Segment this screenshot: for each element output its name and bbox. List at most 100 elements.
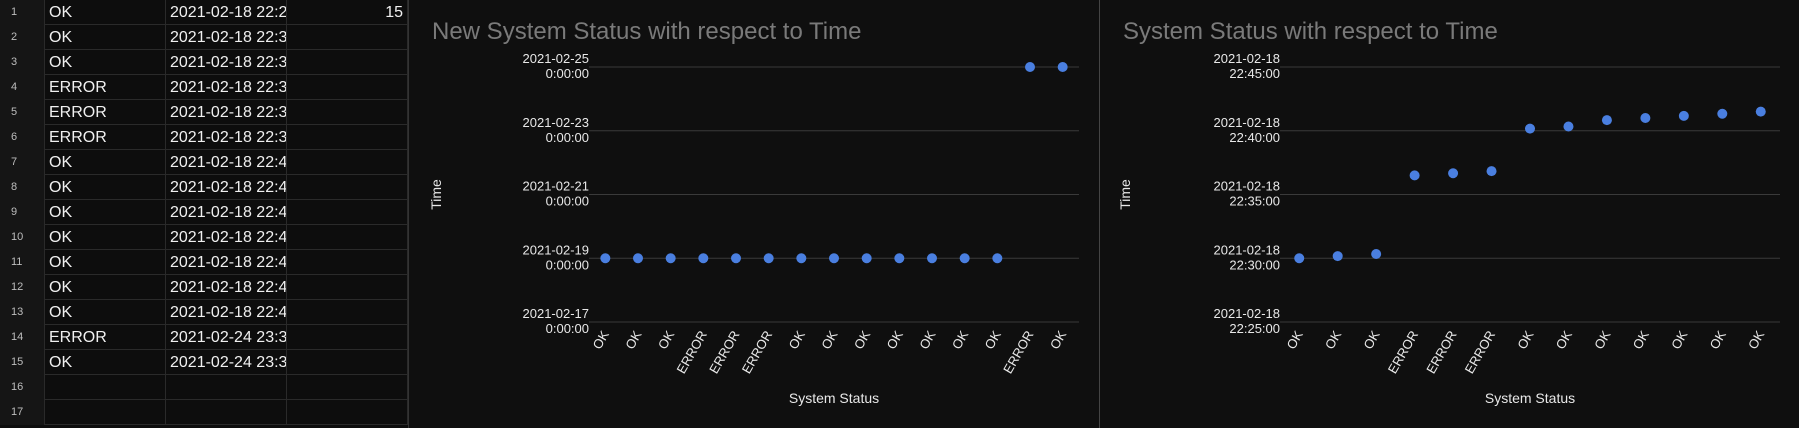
y-tick-label: 22:45:00 — [1229, 66, 1280, 81]
data-point[interactable] — [1409, 170, 1420, 181]
cell-status[interactable]: OK — [45, 350, 166, 375]
y-tick-label: 2021-02-18 — [1214, 51, 1281, 66]
data-point[interactable] — [1057, 62, 1068, 72]
cell-time[interactable]: 2021-02-18 22:3 — [166, 75, 287, 100]
cell-extra[interactable] — [287, 25, 408, 50]
data-point[interactable] — [1601, 115, 1612, 126]
cell-status[interactable]: OK — [45, 250, 166, 275]
cell-extra[interactable] — [287, 350, 408, 375]
cell-extra[interactable] — [287, 75, 408, 100]
data-point[interactable] — [894, 253, 905, 264]
data-point[interactable] — [731, 253, 741, 264]
cell-time[interactable]: 2021-02-18 22:4 — [166, 300, 287, 325]
cell-time[interactable]: 2021-02-18 22:3 — [166, 100, 287, 125]
chart-new-system-status[interactable]: New System Status with respect to Time 2… — [408, 0, 1100, 428]
cell-time[interactable]: 2021-02-18 22:3 — [166, 125, 287, 150]
data-point[interactable] — [829, 253, 839, 264]
row-number[interactable]: 10 — [0, 225, 45, 250]
data-point[interactable] — [600, 253, 611, 264]
cell-extra[interactable] — [287, 225, 408, 250]
cell-time[interactable]: 2021-02-18 22:4 — [166, 275, 287, 300]
cell-extra[interactable] — [287, 100, 408, 125]
cell-extra[interactable]: 15 — [287, 0, 408, 25]
cell-extra[interactable] — [287, 275, 408, 300]
data-point[interactable] — [1755, 106, 1766, 117]
cell-extra[interactable] — [287, 325, 408, 350]
cell-extra[interactable] — [287, 400, 408, 425]
cell-time[interactable]: 2021-02-24 23:3 — [166, 350, 287, 375]
cell-status[interactable] — [45, 375, 166, 400]
data-point[interactable] — [1486, 166, 1497, 177]
data-point[interactable] — [1294, 253, 1305, 264]
data-point[interactable] — [1563, 121, 1574, 132]
data-point[interactable] — [1640, 113, 1651, 123]
cell-time[interactable]: 2021-02-18 22:4 — [166, 250, 287, 275]
data-point[interactable] — [1678, 110, 1689, 121]
data-point[interactable] — [633, 253, 643, 264]
cell-extra[interactable] — [287, 175, 408, 200]
cell-extra[interactable] — [287, 50, 408, 75]
cell-time[interactable]: 2021-02-18 22:4 — [166, 225, 287, 250]
cell-status[interactable]: ERROR — [45, 125, 166, 150]
data-point[interactable] — [992, 253, 1003, 264]
data-point[interactable] — [1025, 62, 1035, 72]
row-number[interactable]: 5 — [0, 100, 45, 125]
row-number[interactable]: 4 — [0, 75, 45, 100]
row-number[interactable]: 9 — [0, 200, 45, 225]
cell-time[interactable]: 2021-02-18 22:3 — [166, 25, 287, 50]
row-number[interactable]: 15 — [0, 350, 45, 375]
cell-extra[interactable] — [287, 375, 408, 400]
cell-time[interactable] — [166, 400, 287, 425]
chart-system-status[interactable]: System Status with respect to Time 2021-… — [1100, 0, 1799, 428]
data-point[interactable] — [959, 253, 970, 264]
row-number[interactable]: 11 — [0, 250, 45, 275]
cell-time[interactable]: 2021-02-18 22:2 — [166, 0, 287, 25]
data-point[interactable] — [698, 253, 709, 264]
cell-time[interactable]: 2021-02-18 22:3 — [166, 50, 287, 75]
cell-status[interactable]: OK — [45, 0, 166, 25]
row-number[interactable]: 6 — [0, 125, 45, 150]
cell-time[interactable]: 2021-02-18 22:4 — [166, 200, 287, 225]
row-number[interactable]: 13 — [0, 300, 45, 325]
cell-status[interactable]: OK — [45, 25, 166, 50]
cell-time[interactable] — [166, 375, 287, 400]
data-point[interactable] — [861, 253, 872, 264]
data-point[interactable] — [927, 253, 937, 264]
row-number[interactable]: 8 — [0, 175, 45, 200]
cell-status[interactable]: OK — [45, 175, 166, 200]
row-number[interactable]: 1 — [0, 0, 45, 25]
row-number[interactable]: 3 — [0, 50, 45, 75]
cell-extra[interactable] — [287, 150, 408, 175]
cell-extra[interactable] — [287, 300, 408, 325]
row-number[interactable]: 2 — [0, 25, 45, 50]
cell-time[interactable]: 2021-02-24 23:3 — [166, 325, 287, 350]
row-number[interactable]: 7 — [0, 150, 45, 175]
cell-status[interactable] — [45, 400, 166, 425]
cell-status[interactable]: OK — [45, 275, 166, 300]
cell-status[interactable]: OK — [45, 200, 166, 225]
row-number[interactable]: 12 — [0, 275, 45, 300]
data-point[interactable] — [1371, 249, 1382, 259]
data-point[interactable] — [763, 253, 774, 264]
cell-status[interactable]: OK — [45, 50, 166, 75]
data-point[interactable] — [1332, 251, 1343, 262]
cell-status[interactable]: ERROR — [45, 100, 166, 125]
cell-status[interactable]: OK — [45, 225, 166, 250]
cell-extra[interactable] — [287, 125, 408, 150]
data-point[interactable] — [665, 253, 676, 264]
row-number[interactable]: 17 — [0, 400, 45, 425]
cell-status[interactable]: OK — [45, 300, 166, 325]
data-point[interactable] — [796, 253, 807, 264]
cell-extra[interactable] — [287, 200, 408, 225]
cell-time[interactable]: 2021-02-18 22:4 — [166, 175, 287, 200]
cell-status[interactable]: ERROR — [45, 325, 166, 350]
row-number[interactable]: 16 — [0, 375, 45, 400]
cell-status[interactable]: OK — [45, 150, 166, 175]
cell-extra[interactable] — [287, 250, 408, 275]
data-point[interactable] — [1525, 123, 1535, 134]
cell-time[interactable]: 2021-02-18 22:4 — [166, 150, 287, 175]
row-number[interactable]: 14 — [0, 325, 45, 350]
data-point[interactable] — [1717, 108, 1728, 119]
data-point[interactable] — [1448, 168, 1459, 179]
cell-status[interactable]: ERROR — [45, 75, 166, 100]
